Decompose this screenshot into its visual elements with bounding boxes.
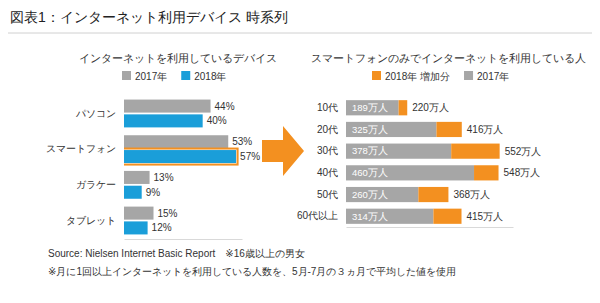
data-label: 53% [232,136,252,147]
legend-swatch [464,71,473,80]
y-tick: パソコン [75,108,116,119]
bar [346,165,474,180]
legend-item: 2017年 [122,71,167,82]
data-label: 13% [154,172,174,183]
title-rule [8,33,592,34]
data-labels: 189万人 325万人 378万人 460万人 260万人 314万人 220万人 416万人… [352,102,541,222]
y-tick-label: 10代 [317,102,338,113]
y-tick: タブレット [66,215,116,226]
data-label: 189万人 [352,102,388,113]
x-axis-line [125,239,243,240]
y-tick: 60代以上 [297,210,338,221]
chart-title: スマートフォンのみでインターネットを利用している人 [311,52,586,64]
legend-item: 2018年 増加分 [372,71,450,82]
bar [346,209,433,224]
bar [124,186,142,199]
bar [451,144,499,159]
x-axis [347,227,514,228]
source: Source: Nielsen Internet Basic Report ※1… [48,248,305,259]
chart: スマートフォンのみでインターネットを利用している人 2018年 増加分 2017年 1… [297,52,586,228]
data-label: 460万人 [352,167,388,178]
chart: インターネットを利用しているデバイス 2017年 2018年 44% 53% 13% 15%… [46,52,277,240]
bar [418,187,448,202]
y-tick-label: 50代 [317,189,338,200]
bar [124,100,211,113]
total-label: 368万人 [453,189,490,200]
total-label: 415万人 [467,211,504,222]
bar [124,135,228,148]
total-label: 548万人 [504,167,541,178]
y-tick: 50代 [317,189,338,200]
chart-title: インターネットを利用しているデバイス [79,52,277,64]
y-tick-label: パソコン [75,108,116,119]
note: ※月に1回以上インターネットを利用している人数を、5月-7月の３ヵ月で平均した値… [48,266,456,277]
bar [399,100,408,115]
legend-label: 2018年 [194,71,226,82]
bar [346,144,451,159]
y-tick-label: ガラケー [76,179,116,190]
x-axis-line [347,227,514,228]
data-label: 260万人 [352,189,388,200]
bar [124,150,236,163]
bar [346,100,399,115]
y-axis: 10代 20代 30代 40代 50代 60代以上 [297,102,338,221]
y-tick: 10代 [317,102,338,113]
arrow [262,126,304,176]
bar [124,221,148,234]
y-tick: スマートフォン [46,143,116,154]
legend-label: 2017年 [135,71,167,82]
y-tick: 20代 [317,124,338,135]
data-labels: 44% 53% 13% 15% 40% 57% 9% 12% [146,101,261,234]
bars [346,100,500,224]
y-tick-label: 30代 [317,145,338,156]
data-label: 40% [207,115,227,126]
legend-swatch [122,71,131,80]
figure-title: 図表1：インターネット利用デバイス 時系列 [10,9,288,25]
figure: 図表1：インターネット利用デバイス 時系列インターネットを利用しているデバイス 2… [0,0,600,303]
bar [436,122,461,137]
total-label: 552万人 [505,146,542,157]
data-label: 378万人 [352,145,388,156]
y-tick-label: 20代 [317,124,338,135]
y-axis: パソコンスマートフォンガラケータブレット [46,108,116,226]
legend-item: 2018年 [181,71,226,82]
bar [346,122,436,137]
bar [124,114,203,127]
legend-swatch [181,71,190,80]
bar [346,187,418,202]
data-label: 325万人 [352,124,388,135]
data-label: 15% [158,208,178,219]
y-tick: 40代 [317,167,338,178]
data-label: 9% [146,187,161,198]
legend-item: 2017年 [464,71,509,82]
bar [124,171,150,184]
legend-label: 2017年 [477,71,509,82]
data-label: 314万人 [352,211,388,222]
y-tick-label: 40代 [317,167,338,178]
data-label: 44% [215,101,235,112]
x-axis [125,239,243,240]
y-tick-label: 60代以上 [297,210,338,221]
data-label: 12% [152,222,172,233]
bar [124,207,154,220]
y-tick-label: スマートフォン [46,143,116,154]
total-label: 416万人 [467,124,504,135]
y-tick: 30代 [317,145,338,156]
bar [433,209,461,224]
total-label: 220万人 [412,102,449,113]
legend-label: 2018年 増加分 [385,71,450,82]
legend-swatch [372,71,381,80]
y-tick-label: タブレット [66,215,116,226]
bar [474,165,498,180]
y-tick: ガラケー [76,179,116,190]
highlight-outline [124,149,238,165]
bars [124,100,238,235]
data-label: 57% [240,151,260,162]
